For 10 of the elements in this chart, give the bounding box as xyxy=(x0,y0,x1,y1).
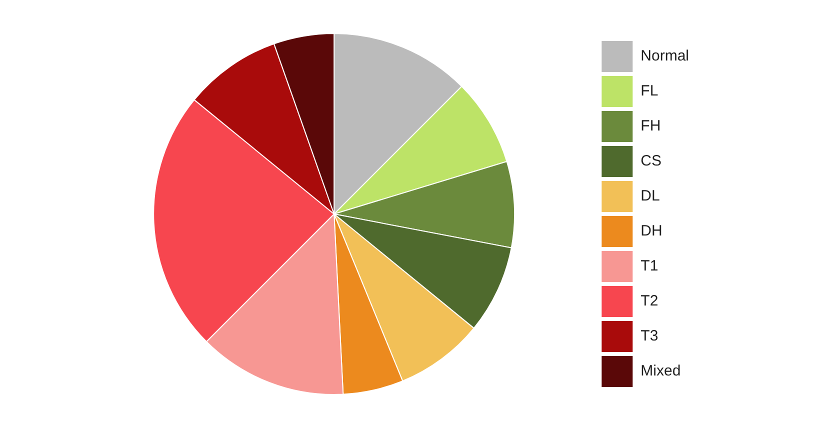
legend-label: Normal xyxy=(640,48,690,65)
legend-label: FH xyxy=(640,118,661,135)
legend-label: DL xyxy=(640,188,660,205)
legend-label: T3 xyxy=(640,328,658,345)
legend-label: DH xyxy=(640,222,662,240)
legend-label: T1 xyxy=(640,258,658,275)
legend-label: T2 xyxy=(640,292,658,310)
legend-label: Mixed xyxy=(640,362,681,380)
legend-label: CS xyxy=(640,152,662,170)
legend-label: FL xyxy=(640,82,658,100)
